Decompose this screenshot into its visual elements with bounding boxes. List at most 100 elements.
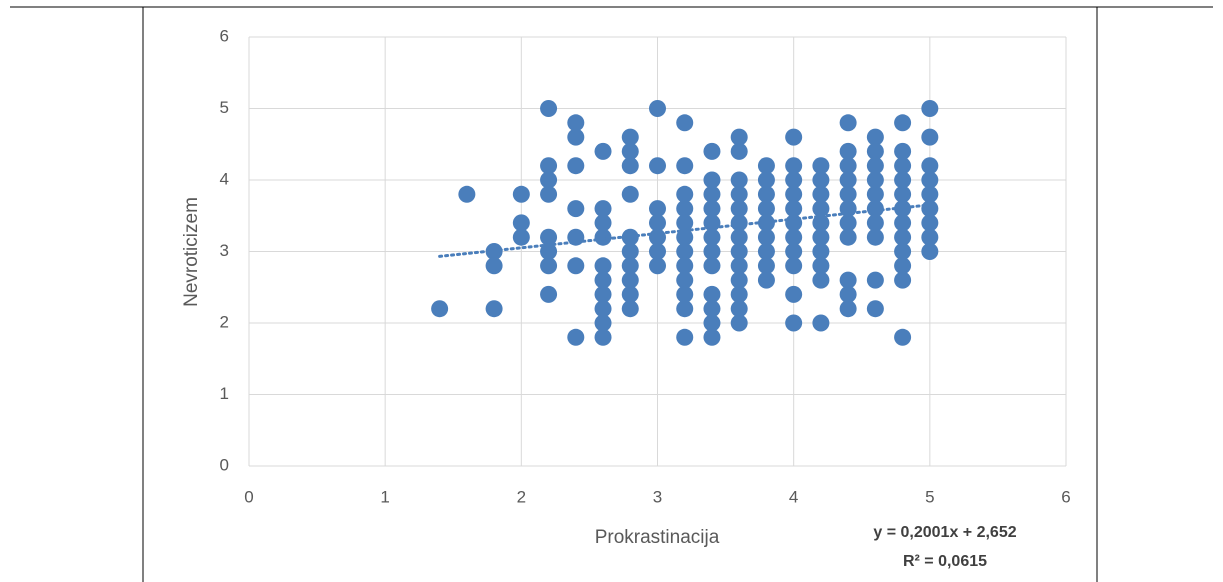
point: [812, 200, 830, 218]
point: [703, 171, 721, 189]
point: [594, 142, 612, 160]
y-tick-label: 1: [220, 384, 229, 403]
point: [894, 200, 912, 218]
point: [839, 228, 857, 246]
point: [757, 200, 775, 218]
point: [785, 314, 803, 332]
point: [730, 142, 748, 160]
point: [839, 157, 857, 175]
point: [921, 228, 939, 246]
point: [894, 171, 912, 189]
point: [866, 300, 884, 318]
point: [540, 171, 558, 189]
point: [757, 271, 775, 289]
point: [540, 285, 558, 303]
point: [839, 142, 857, 160]
point: [594, 200, 612, 218]
point: [921, 243, 939, 260]
point: [431, 300, 449, 318]
point: [921, 128, 939, 146]
point: [703, 285, 721, 303]
y-tick-label: 3: [220, 241, 229, 260]
point: [866, 271, 884, 289]
point: [921, 171, 939, 189]
point: [785, 171, 803, 189]
point: [540, 185, 558, 203]
point: [676, 185, 694, 203]
point: [785, 157, 803, 175]
point: [866, 185, 884, 203]
point: [839, 285, 857, 303]
point: [540, 228, 558, 246]
point: [621, 128, 639, 146]
point: [594, 214, 612, 232]
point: [757, 171, 775, 189]
point: [703, 200, 721, 218]
point: [594, 257, 612, 275]
point: [540, 243, 558, 260]
point: [812, 228, 830, 246]
point: [921, 157, 939, 175]
point: [757, 228, 775, 246]
y-tick-label: 4: [220, 169, 229, 188]
point: [757, 157, 775, 175]
point: [540, 100, 558, 117]
point: [485, 300, 503, 318]
y-axis-label: Nevroticizem: [181, 197, 202, 307]
point: [730, 300, 748, 318]
point: [621, 300, 639, 318]
point: [812, 171, 830, 189]
point: [621, 257, 639, 275]
x-tick-label: 3: [653, 487, 662, 506]
x-tick-label: 4: [789, 487, 798, 506]
point: [785, 200, 803, 218]
point: [730, 314, 748, 332]
point: [676, 271, 694, 289]
point: [730, 257, 748, 275]
x-tick-label: 0: [244, 487, 253, 506]
point: [866, 157, 884, 175]
point: [594, 314, 612, 332]
point: [649, 243, 666, 260]
x-axis-label: Prokrastinacija: [595, 527, 720, 548]
point: [621, 243, 639, 260]
point: [757, 243, 775, 260]
y-tick-label: 5: [220, 98, 229, 117]
point: [512, 228, 530, 246]
point: [894, 328, 912, 346]
point: [894, 214, 912, 232]
point: [839, 271, 857, 289]
point: [812, 243, 830, 260]
point: [621, 185, 639, 203]
point: [812, 157, 830, 175]
x-tick-label: 5: [925, 487, 934, 506]
point: [649, 100, 666, 117]
point: [757, 257, 775, 275]
point: [839, 185, 857, 203]
point: [812, 271, 830, 289]
point: [676, 157, 694, 175]
point: [921, 100, 939, 117]
point: [649, 157, 666, 175]
point: [730, 271, 748, 289]
point: [676, 300, 694, 318]
point: [839, 300, 857, 318]
point: [894, 257, 912, 275]
point: [730, 171, 748, 189]
point: [567, 157, 585, 175]
point: [730, 228, 748, 246]
point: [866, 128, 884, 146]
point: [594, 285, 612, 303]
point: [485, 257, 503, 275]
point: [921, 185, 939, 203]
point: [730, 285, 748, 303]
point: [676, 328, 694, 346]
point: [730, 243, 748, 260]
point: [512, 214, 530, 232]
point: [594, 328, 612, 346]
point: [649, 214, 666, 232]
point: [785, 128, 803, 146]
x-tick-label: 2: [517, 487, 526, 506]
point: [458, 185, 476, 203]
point: [894, 114, 912, 132]
